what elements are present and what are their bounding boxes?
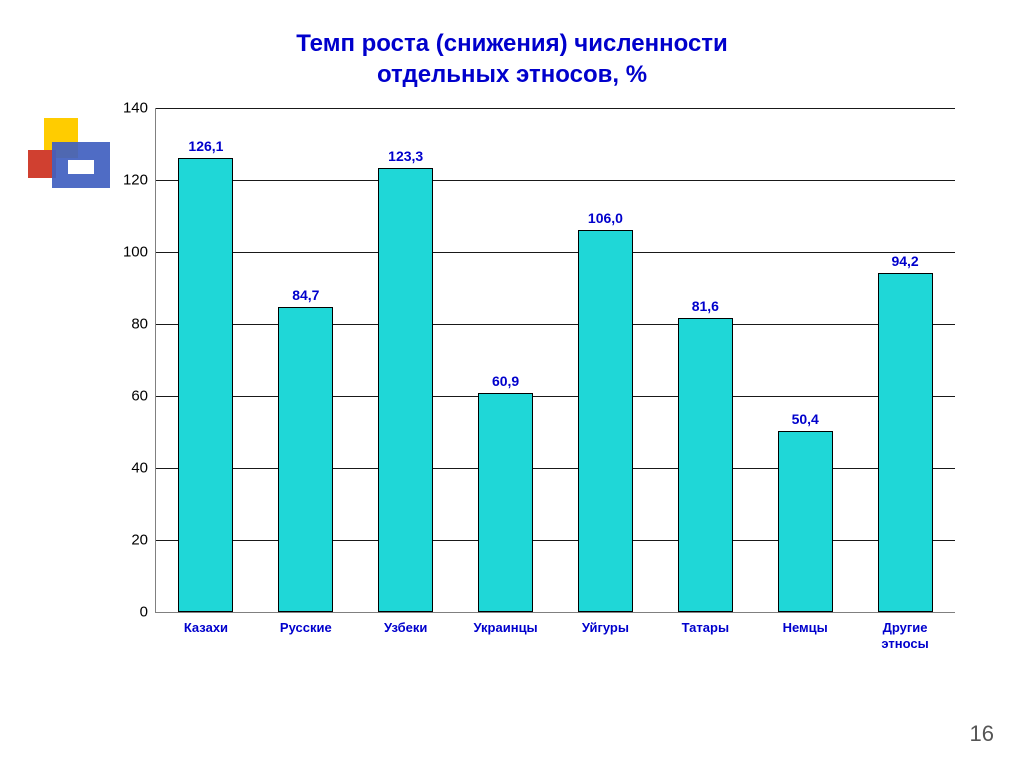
gridline bbox=[156, 108, 955, 109]
bar bbox=[478, 393, 533, 612]
x-axis-label: Уйгуры bbox=[555, 612, 655, 636]
bar-value-label: 126,1 bbox=[188, 138, 223, 154]
plot-area: 020406080100120140126,1Казахи84,7Русские… bbox=[155, 108, 955, 613]
gridline bbox=[156, 252, 955, 253]
bar bbox=[378, 168, 433, 612]
y-axis-label: 80 bbox=[131, 316, 148, 333]
x-axis-label: Казахи bbox=[156, 612, 256, 636]
slide-bullet-graphic bbox=[28, 118, 108, 198]
y-axis-label: 40 bbox=[131, 460, 148, 477]
y-axis-label: 140 bbox=[123, 100, 148, 117]
bar-value-label: 94,2 bbox=[891, 253, 918, 269]
bar-value-label: 50,4 bbox=[792, 411, 819, 427]
bar bbox=[578, 230, 633, 612]
bar bbox=[778, 431, 833, 612]
bar bbox=[278, 307, 333, 612]
gridline bbox=[156, 180, 955, 181]
bar bbox=[678, 318, 733, 612]
bar-value-label: 81,6 bbox=[692, 298, 719, 314]
page-number: 16 bbox=[970, 721, 994, 747]
x-axis-label: Другие этносы bbox=[855, 612, 955, 651]
gridline bbox=[156, 324, 955, 325]
chart-title: Темп роста (снижения) численности отдель… bbox=[0, 28, 1024, 90]
y-axis-label: 60 bbox=[131, 388, 148, 405]
gridline bbox=[156, 468, 955, 469]
gridline bbox=[156, 540, 955, 541]
bar-value-label: 106,0 bbox=[588, 210, 623, 226]
y-axis-label: 100 bbox=[123, 244, 148, 261]
x-axis-label: Узбеки bbox=[356, 612, 456, 636]
bar-value-label: 60,9 bbox=[492, 373, 519, 389]
y-axis-label: 0 bbox=[140, 604, 148, 621]
y-axis-label: 120 bbox=[123, 172, 148, 189]
bar-value-label: 123,3 bbox=[388, 148, 423, 164]
gridline bbox=[156, 396, 955, 397]
bar bbox=[878, 273, 933, 612]
x-axis-label: Украинцы bbox=[456, 612, 556, 636]
y-axis-label: 20 bbox=[131, 532, 148, 549]
x-axis-label: Татары bbox=[655, 612, 755, 636]
x-axis-label: Немцы bbox=[755, 612, 855, 636]
bar bbox=[178, 158, 233, 612]
bar-value-label: 84,7 bbox=[292, 287, 319, 303]
bar-chart: 020406080100120140126,1Казахи84,7Русские… bbox=[100, 108, 955, 668]
x-axis-label: Русские bbox=[256, 612, 356, 636]
